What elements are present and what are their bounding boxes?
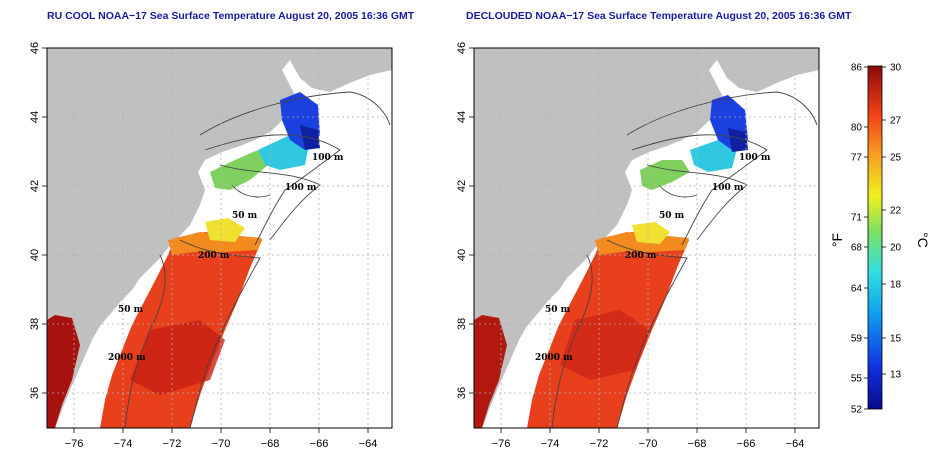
celsius-tick-label: 25 [890, 153, 902, 164]
sst-yellow-patch [205, 218, 245, 242]
longitude-tick-label: −68 [688, 438, 707, 450]
longitude-tick-label: −70 [212, 438, 231, 450]
graticule [474, 48, 819, 428]
sst-hot-region [130, 320, 225, 395]
celsius-tick-label: 27 [890, 116, 902, 127]
contour-label-100m-a: 100 m [739, 153, 771, 163]
axes-left: −76 −74 −72 −70 −68 −66 −64 46 44 42 40 38 36 [29, 42, 377, 450]
celsius-tick-label: 20 [890, 243, 902, 254]
fahrenheit-tick-label: 52 [851, 405, 863, 416]
contour-label-50m-b: 50 m [545, 305, 571, 315]
sst-coastal-hot [474, 315, 507, 428]
bathymetry-contours [124, 91, 391, 428]
contour-label-50m-a: 50 m [659, 211, 685, 221]
sst-green-patch [640, 160, 690, 190]
contour-label-2000m: 2000 m [108, 353, 146, 363]
contour-label-200m: 200 m [625, 251, 657, 261]
longitude-tick-label: −76 [492, 438, 511, 450]
fahrenheit-unit-label: °F [829, 233, 845, 247]
fahrenheit-tick-label: 68 [851, 243, 863, 254]
longitude-tick-label: −66 [737, 438, 756, 450]
longitude-tick-label: −68 [261, 438, 280, 450]
bathymetry-contours [551, 91, 818, 428]
sst-orange-band [168, 232, 262, 255]
contour-label-200m: 200 m [198, 251, 230, 261]
graticule [47, 48, 392, 428]
land-mass [47, 48, 392, 428]
longitude-tick-label: −66 [310, 438, 329, 450]
latitude-tick-label: 38 [456, 318, 468, 330]
contour-label-100m-b: 100 m [285, 183, 317, 193]
fahrenheit-tick-label: 71 [851, 213, 863, 224]
sst-orange-band [595, 232, 689, 255]
map-title-left: RU COOL NOAA−17 Sea Surface Temperature … [47, 10, 415, 22]
longitude-tick-label: −64 [786, 438, 805, 450]
contour-label-50m-b: 50 m [118, 305, 144, 315]
longitude-tick-label: −76 [65, 438, 84, 450]
longitude-tick-label: −64 [359, 438, 378, 450]
longitude-tick-label: −74 [541, 438, 560, 450]
longitude-tick-label: −72 [163, 438, 182, 450]
sst-yellow-patch [632, 222, 670, 244]
contour-label-50m-a: 50 m [232, 211, 258, 221]
latitude-tick-label: 40 [456, 249, 468, 261]
latitude-tick-label: 46 [29, 42, 41, 54]
longitude-tick-label: −72 [590, 438, 609, 450]
sst-coastal-hot [47, 315, 80, 428]
celsius-tick-label: 30 [890, 63, 902, 74]
celsius-unit-label: °C [915, 232, 931, 248]
latitude-tick-label: 42 [29, 180, 41, 192]
fahrenheit-tick-label: 64 [851, 284, 863, 295]
sst-map-raw: 100 m 100 m 50 m 200 m 50 m 2000 m [46, 47, 393, 429]
celsius-tick-label: 13 [890, 370, 902, 381]
latitude-tick-label: 46 [456, 42, 468, 54]
fahrenheit-tick-label: 59 [851, 334, 863, 345]
latitude-tick-label: 42 [456, 180, 468, 192]
latitude-tick-label: 40 [29, 249, 41, 261]
sst-map-declouded: 100 m 100 m 50 m 200 m 50 m 2000 m [473, 47, 820, 429]
contour-label-100m-a: 100 m [312, 153, 344, 163]
latitude-tick-label: 44 [29, 111, 41, 123]
map-title-right: DECLOUDED NOAA−17 Sea Surface Temperatur… [466, 10, 852, 22]
contour-label-100m-b: 100 m [712, 183, 744, 193]
sst-deep-blue-patch [728, 128, 748, 152]
land-mass [474, 48, 819, 428]
sst-hot-region [560, 310, 650, 380]
longitude-tick-label: −74 [114, 438, 133, 450]
latitude-tick-label: 44 [456, 111, 468, 123]
fahrenheit-tick-label: 80 [851, 123, 863, 134]
colorbar-gradient [867, 65, 883, 410]
longitude-tick-label: −70 [639, 438, 658, 450]
latitude-tick-label: 36 [456, 387, 468, 399]
sst-green-patch [210, 150, 268, 190]
fahrenheit-tick-label: 86 [851, 63, 863, 74]
colorbar: 86 80 77 71 68 64 59 55 52 30 27 25 22 20 18 15 13 °F °… [829, 63, 931, 416]
axes-right: −76 −74 −72 −70 −68 −66 −64 46 44 42 40 38 36 [456, 42, 804, 450]
fahrenheit-tick-label: 77 [851, 153, 863, 164]
map-frame [473, 47, 820, 429]
sst-cyan-patch [690, 140, 738, 172]
map-frame [46, 47, 393, 429]
celsius-tick-label: 22 [890, 206, 902, 217]
latitude-tick-label: 38 [29, 318, 41, 330]
contour-label-2000m: 2000 m [535, 353, 573, 363]
fahrenheit-tick-label: 55 [851, 374, 863, 385]
celsius-tick-label: 15 [890, 334, 902, 345]
celsius-tick-label: 18 [890, 280, 902, 291]
latitude-tick-label: 36 [29, 387, 41, 399]
